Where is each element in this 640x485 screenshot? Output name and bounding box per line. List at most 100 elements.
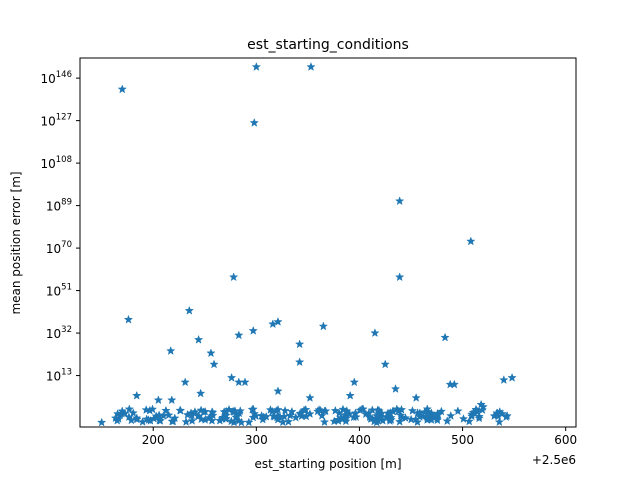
data-point — [132, 414, 142, 424]
data-point — [149, 413, 159, 423]
data-point — [267, 406, 277, 416]
data-point — [446, 410, 456, 420]
data-point — [489, 411, 499, 420]
data-point — [186, 408, 196, 418]
data-point — [226, 372, 237, 382]
y-tick-label: 1070 — [46, 240, 72, 256]
data-point — [193, 334, 204, 344]
data-point — [295, 408, 305, 418]
data-point — [394, 272, 405, 282]
data-point — [268, 319, 278, 329]
data-point — [330, 405, 341, 415]
data-point — [132, 390, 142, 400]
data-point — [280, 405, 290, 415]
data-point — [407, 405, 418, 415]
data-point — [471, 404, 481, 414]
data-point — [442, 416, 452, 426]
data-point — [314, 405, 324, 414]
data-point — [370, 328, 380, 338]
data-point — [283, 416, 294, 426]
data-point — [195, 388, 206, 398]
data-point — [333, 416, 343, 425]
data-point — [206, 348, 216, 358]
data-point — [357, 404, 367, 414]
data-point — [380, 359, 390, 369]
data-point — [393, 406, 403, 416]
data-point — [207, 407, 217, 417]
data-point — [415, 411, 425, 421]
data-point — [345, 390, 355, 400]
data-point — [318, 321, 329, 331]
y-axis: 1013 1032 1051 1070 1089 10108 10127 10146 — [40, 70, 80, 384]
y-tick-label: 1089 — [46, 198, 72, 214]
data-point — [394, 196, 405, 206]
data-point — [147, 404, 158, 414]
data-point — [221, 406, 232, 416]
data-point — [123, 314, 134, 324]
data-point — [164, 410, 174, 420]
data-point — [234, 330, 244, 340]
x-tick-label: 500 — [451, 433, 474, 447]
data-point — [458, 413, 469, 423]
x-tick-label: 400 — [348, 433, 371, 447]
data-point — [436, 406, 447, 416]
data-point — [137, 417, 148, 426]
data-point — [390, 384, 401, 393]
data-point — [305, 393, 315, 402]
data-point — [217, 414, 227, 423]
data-point — [369, 416, 379, 426]
data-point — [420, 407, 430, 417]
y-tick-label: 10146 — [40, 70, 72, 86]
data-point — [467, 411, 477, 421]
data-point — [466, 236, 476, 246]
x-tick-label: 300 — [245, 433, 268, 447]
data-point — [317, 410, 327, 420]
data-point — [338, 404, 348, 414]
data-point — [376, 412, 387, 421]
x-axis-offset-label: +2.5e6 — [532, 453, 576, 467]
data-point — [427, 411, 437, 421]
data-point — [507, 372, 517, 382]
data-point — [184, 305, 194, 315]
data-point — [226, 416, 236, 426]
data-point — [385, 407, 396, 417]
data-point — [396, 410, 406, 420]
data-point — [236, 417, 247, 427]
data-point — [232, 411, 243, 421]
data-point — [341, 409, 352, 419]
data-point — [187, 415, 197, 425]
data-point — [167, 416, 177, 426]
y-tick-label: 1051 — [46, 283, 72, 299]
data-point — [294, 357, 305, 367]
data-point — [349, 377, 359, 387]
data-point — [433, 410, 443, 420]
data-point — [204, 412, 214, 422]
data-point — [234, 377, 244, 387]
data-point — [268, 411, 279, 421]
data-point — [181, 417, 191, 426]
data-point — [96, 417, 107, 427]
data-point — [117, 84, 127, 94]
data-point — [248, 325, 258, 335]
data-point — [228, 272, 239, 282]
data-point — [301, 411, 311, 421]
data-point — [180, 377, 190, 387]
data-point — [474, 411, 484, 421]
data-point — [395, 416, 405, 426]
data-point — [273, 386, 283, 396]
data-point — [411, 393, 421, 402]
data-point — [499, 375, 509, 385]
data-point — [351, 412, 361, 422]
data-point — [128, 408, 138, 418]
data-point — [200, 414, 210, 424]
data-point — [386, 414, 396, 424]
plot-area-frame — [79, 57, 577, 428]
data-point — [154, 415, 165, 425]
data-point — [175, 405, 185, 415]
data-point — [124, 404, 134, 414]
data-point — [294, 339, 305, 349]
data-point — [153, 395, 164, 405]
y-axis-label: mean position error [m] — [9, 171, 23, 314]
